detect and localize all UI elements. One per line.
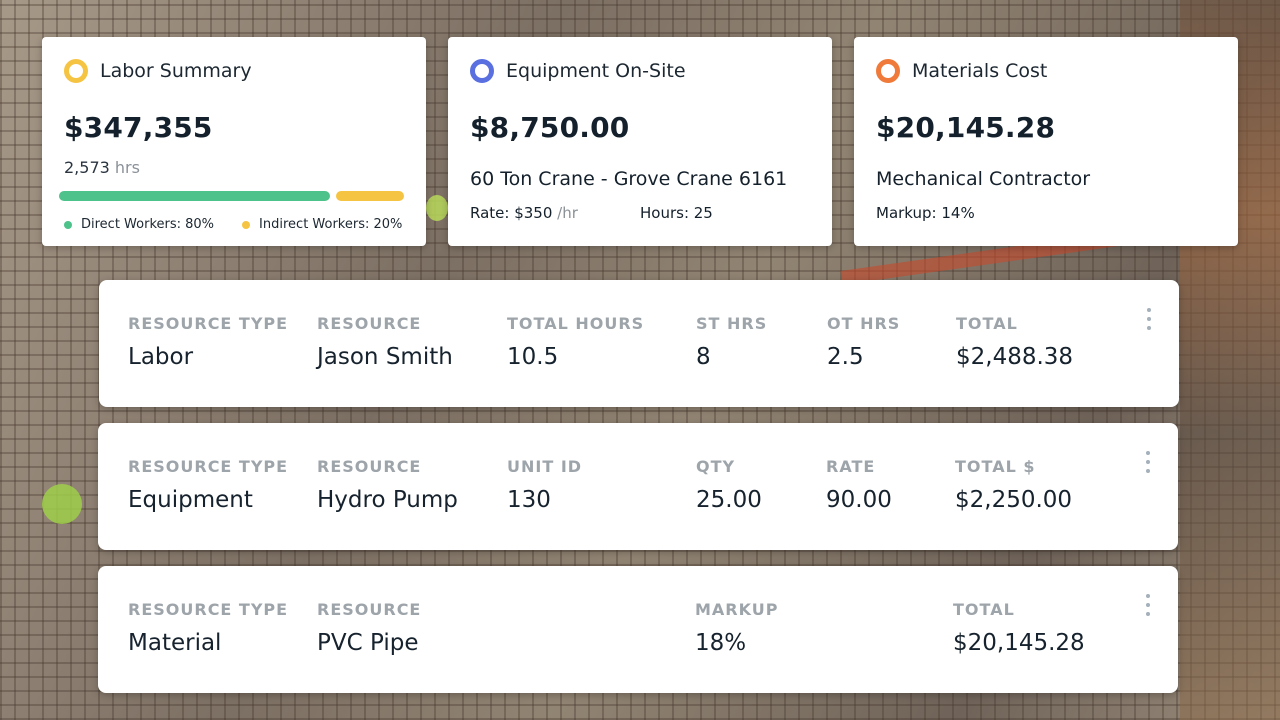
column-label: RESOURCE (317, 600, 422, 619)
status-ring-icon (876, 59, 900, 83)
legend-indirect-label: Indirect Workers: 20% (259, 217, 403, 232)
column-label: RESOURCE TYPE (128, 314, 289, 333)
resource-row-material[interactable]: RESOURCE TYPE Material RESOURCE PVC Pipe… (98, 566, 1178, 693)
equipment-name: 60 Ton Crane - Grove Crane 6161 (470, 168, 788, 190)
column-label: OT HRS (827, 314, 901, 333)
column-label: RESOURCE (317, 457, 422, 476)
equipment-summary-card[interactable]: Equipment On-Site $8,750.00 60 Ton Crane… (448, 37, 832, 246)
equipment-summary-header: Equipment On-Site (470, 57, 810, 85)
background-worker (426, 195, 448, 221)
status-ring-icon (470, 59, 494, 83)
materials-markup: Markup: 14% (876, 204, 975, 222)
indirect-dot-icon (242, 220, 251, 229)
col-ot-hrs: OT HRS 2.5 (827, 314, 900, 370)
col-resource-type: RESOURCE TYPE Equipment (128, 457, 288, 513)
column-value: $2,488.38 (956, 344, 1074, 370)
col-qty: QTY 25.00 (696, 457, 762, 513)
column-value: 90.00 (826, 487, 892, 513)
materials-contractor: Mechanical Contractor (876, 168, 1091, 190)
background-worker (42, 484, 82, 524)
column-value: 25.00 (696, 487, 762, 513)
labor-hours-unit: hrs (114, 158, 140, 177)
materials-summary-header: Materials Cost (876, 57, 1216, 85)
labor-summary-header: Labor Summary (64, 57, 404, 85)
column-value: 18% (695, 630, 747, 656)
column-label: ST HRS (696, 314, 768, 333)
col-resource: RESOURCE PVC Pipe (317, 600, 421, 656)
col-total-hours: TOTAL HOURS 10.5 (507, 314, 644, 370)
status-ring-icon (64, 59, 88, 83)
column-value: 2.5 (827, 344, 864, 370)
labor-summary-amount: $347,355 (64, 111, 213, 144)
equipment-summary-title: Equipment On-Site (506, 60, 686, 82)
materials-summary-title: Materials Cost (912, 60, 1048, 82)
col-st-hrs: ST HRS 8 (696, 314, 767, 370)
column-label: RESOURCE TYPE (128, 457, 289, 476)
column-label: TOTAL HOURS (507, 314, 645, 333)
column-label: MARKUP (695, 600, 779, 619)
column-label: QTY (696, 457, 736, 476)
column-label: RESOURCE (317, 314, 422, 333)
col-resource: RESOURCE Jason Smith (317, 314, 453, 370)
materials-summary-amount: $20,145.28 (876, 111, 1056, 144)
column-value: $20,145.28 (953, 630, 1085, 656)
col-rate: RATE 90.00 (826, 457, 892, 513)
resource-row-labor[interactable]: RESOURCE TYPE Labor RESOURCE Jason Smith… (99, 280, 1179, 407)
legend-direct: Direct Workers: 80% (64, 217, 214, 232)
labor-summary-card[interactable]: Labor Summary $347,355 2,573 hrs Direct … (42, 37, 426, 246)
col-total: TOTAL $ $2,250.00 (955, 457, 1072, 513)
column-label: TOTAL (953, 600, 1015, 619)
col-unit-id: UNIT ID 130 (507, 457, 582, 513)
legend-direct-label: Direct Workers: 80% (81, 217, 215, 232)
direct-workers-bar (59, 191, 331, 201)
column-value: Material (128, 630, 222, 656)
col-total: TOTAL $20,145.28 (953, 600, 1085, 656)
column-label: UNIT ID (507, 457, 583, 476)
column-value: Jason Smith (317, 344, 453, 370)
more-options-icon[interactable] (1144, 451, 1152, 473)
legend-indirect: Indirect Workers: 20% (242, 217, 402, 232)
labor-hours-value: 2,573 (64, 158, 110, 177)
worker-split-progress (59, 191, 404, 201)
more-options-icon[interactable] (1145, 308, 1153, 330)
more-options-icon[interactable] (1144, 594, 1152, 616)
worker-legend: Direct Workers: 80% Indirect Workers: 20… (64, 217, 404, 232)
column-value: 8 (696, 344, 711, 370)
equipment-rate: Rate: $350 /hr (470, 204, 640, 222)
equipment-details: Rate: $350 /hr Hours: 25 (470, 204, 810, 222)
materials-summary-card[interactable]: Materials Cost $20,145.28 Mechanical Con… (854, 37, 1238, 246)
resource-row-equipment[interactable]: RESOURCE TYPE Equipment RESOURCE Hydro P… (98, 423, 1178, 550)
col-resource: RESOURCE Hydro Pump (317, 457, 458, 513)
column-value: Equipment (128, 487, 253, 513)
column-value: Labor (128, 344, 194, 370)
equipment-summary-amount: $8,750.00 (470, 111, 630, 144)
col-markup: MARKUP 18% (695, 600, 778, 656)
equipment-hours: Hours: 25 (640, 204, 713, 222)
direct-dot-icon (64, 220, 72, 229)
col-resource-type: RESOURCE TYPE Material (128, 600, 288, 656)
labor-hours: 2,573 hrs (64, 158, 404, 177)
col-resource-type: RESOURCE TYPE Labor (128, 314, 288, 370)
column-label: RATE (826, 457, 876, 476)
column-value: Hydro Pump (317, 487, 458, 513)
col-total: TOTAL $2,488.38 (956, 314, 1073, 370)
column-value: $2,250.00 (955, 487, 1073, 513)
indirect-workers-bar (336, 191, 404, 201)
equipment-rate-value: Rate: $350 (470, 204, 553, 222)
column-label: TOTAL (956, 314, 1018, 333)
labor-summary-title: Labor Summary (100, 60, 252, 82)
column-value: 130 (507, 487, 551, 513)
equipment-rate-unit: /hr (557, 204, 578, 222)
column-value: 10.5 (507, 344, 559, 370)
column-value: PVC Pipe (317, 630, 419, 656)
column-label: RESOURCE TYPE (128, 600, 289, 619)
column-label: TOTAL $ (955, 457, 1036, 476)
